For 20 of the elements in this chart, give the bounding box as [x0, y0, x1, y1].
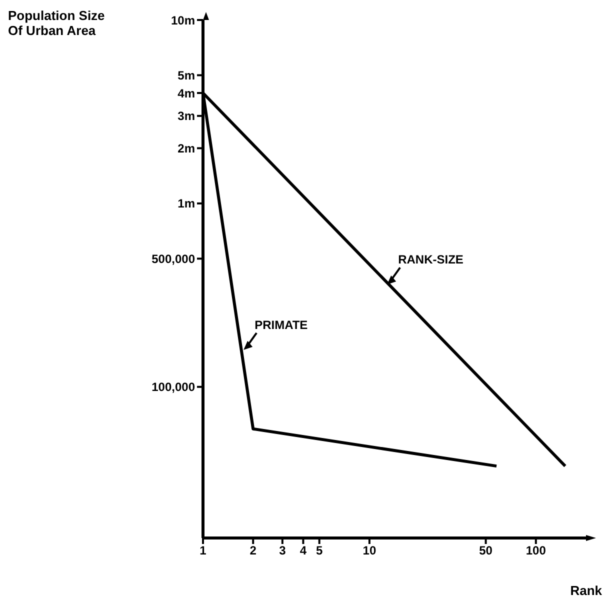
y-tick-label: 3m [178, 109, 195, 124]
series-label: PRIMATE [254, 318, 308, 332]
x-axis-title: Rank [570, 583, 602, 598]
y-tick-label: 2m [178, 141, 195, 156]
y-tick-label: 4m [178, 86, 195, 100]
series-label: RANK-SIZE [398, 252, 464, 267]
y-tick-label: 10m [170, 13, 195, 28]
x-tick-label: 2 [250, 544, 257, 558]
x-tick-label: 5 [316, 544, 323, 558]
y-tick-label: 500,000 [152, 252, 196, 266]
x-tick-label: 3 [279, 544, 286, 558]
x-tick-label: 100 [526, 544, 546, 558]
y-tick-label: 5m [178, 68, 195, 82]
x-tick-label: 1 [200, 544, 207, 558]
y-tick-label: 1m [178, 196, 195, 211]
y-tick-label: 100,000 [152, 380, 196, 394]
x-tick-label: 50 [479, 544, 493, 558]
y-axis-title: Population Size Of Urban Area [8, 8, 105, 38]
x-tick-label: 4 [300, 544, 307, 558]
x-tick-label: 10 [362, 544, 376, 558]
